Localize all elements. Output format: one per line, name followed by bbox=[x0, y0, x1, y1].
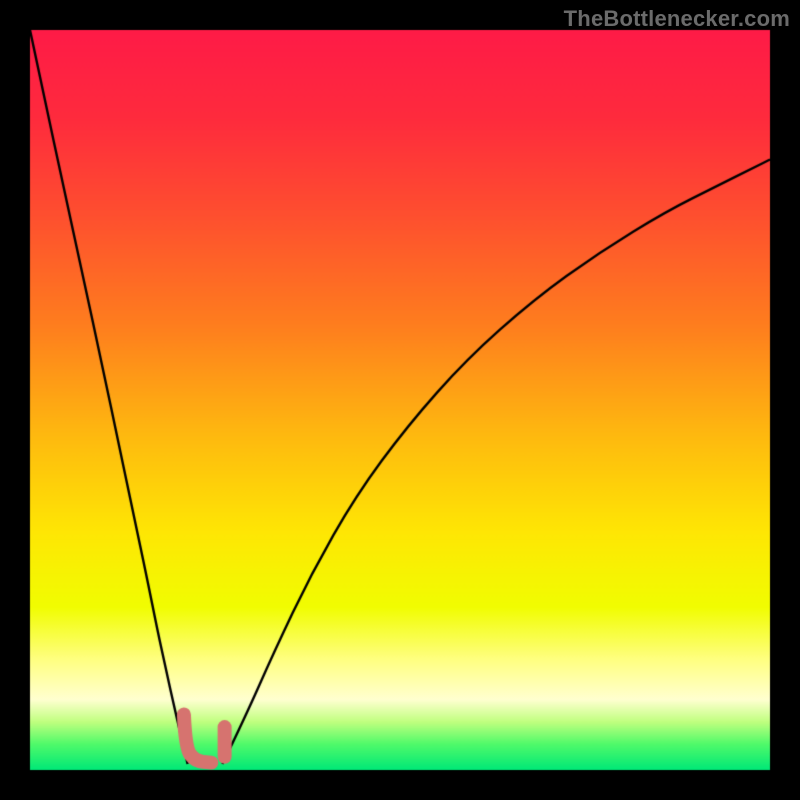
chart-stage: TheBottlenecker.com bbox=[0, 0, 800, 800]
bottleneck-curve-chart bbox=[0, 0, 800, 800]
watermark-label: TheBottlenecker.com bbox=[564, 6, 790, 32]
